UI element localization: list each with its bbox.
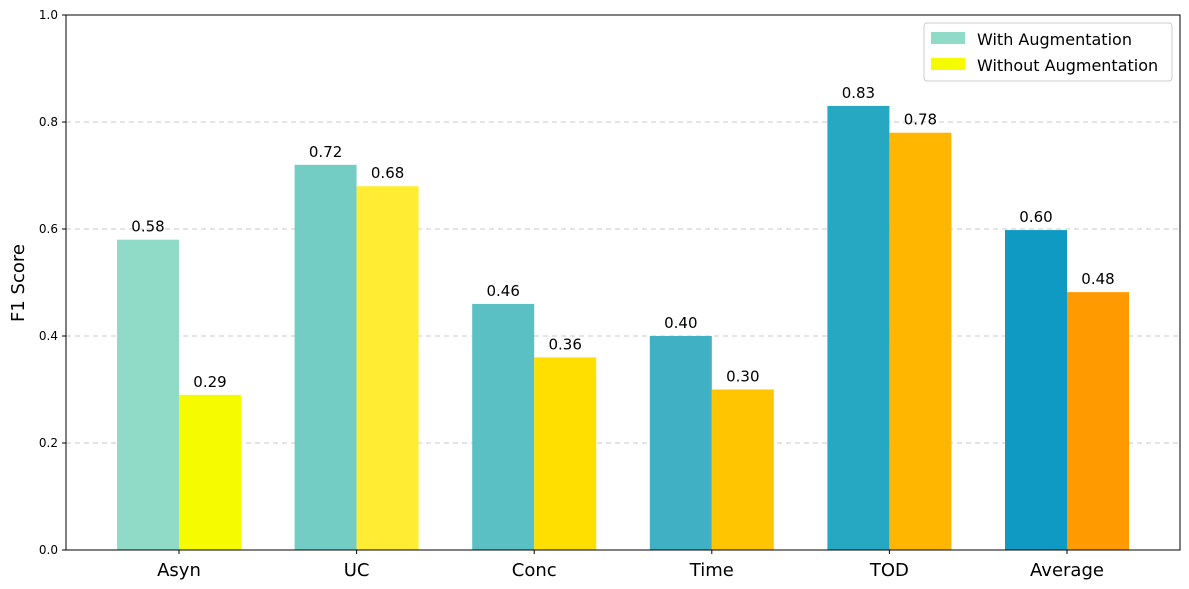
data-label-without-augmentation-time: 0.30: [726, 368, 759, 386]
y-tick-label-0-0: 0.0: [39, 543, 58, 557]
plot-frame: [65, 14, 1181, 551]
bar-without-augmentation-uc: [356, 186, 419, 550]
x-axis-ticks: Asyn UC Conc Time TOD Average: [157, 550, 1104, 581]
x-tick-label-average: Average: [1030, 560, 1104, 581]
x-tick-label-uc: UC: [344, 560, 370, 581]
x-tick-label-conc: Conc: [512, 560, 557, 581]
bar-with-augmentation-asyn: [117, 239, 179, 550]
data-label-without-augmentation-average: 0.48: [1081, 270, 1114, 288]
data-labels: 0.58 0.29 0.72 0.68 0.46 0.36 0.40 0.30 0.83 0.78…: [131, 84, 1114, 391]
bar-with-augmentation-tod: [827, 105, 890, 550]
legend-box: [923, 22, 1173, 82]
data-label-with-augmentation-tod: 0.83: [842, 84, 875, 102]
bar-with-augmentation-average: [1005, 230, 1067, 550]
data-label-with-augmentation-uc: 0.72: [309, 143, 342, 161]
y-tick-label-0-4: 0.4: [39, 329, 58, 343]
y-axis-label: F1 Score: [8, 244, 29, 322]
bar-without-augmentation-tod: [889, 132, 952, 550]
y-tick-label-0-8: 0.8: [39, 115, 58, 129]
bar-without-augmentation-time: [711, 389, 774, 550]
bar-without-augmentation-asyn: [179, 394, 241, 550]
x-tick-label-tod: TOD: [869, 560, 909, 581]
grid-lines: [66, 121, 1180, 444]
bar-with-augmentation-conc: [472, 303, 535, 550]
data-label-with-augmentation-asyn: 0.58: [131, 218, 164, 236]
bar-without-augmentation-average: [1067, 292, 1129, 550]
legend-label-with-augmentation: With Augmentation: [977, 30, 1132, 49]
bar-with-augmentation-uc: [294, 164, 357, 551]
legend-label-without-augmentation: Without Augmentation: [977, 56, 1158, 75]
y-tick-label-1-0: 1.0: [39, 8, 58, 22]
data-label-with-augmentation-time: 0.40: [664, 314, 697, 332]
data-label-without-augmentation-asyn: 0.29: [193, 373, 226, 391]
y-tick-label-0-6: 0.6: [39, 222, 58, 236]
legend-swatch-with-augmentation: [931, 32, 965, 44]
y-axis-ticks: 0.0 0.2 0.4 0.6 0.8 1.0: [39, 8, 66, 557]
bars: [117, 105, 1129, 551]
x-tick-label-asyn: Asyn: [157, 560, 201, 581]
legend: With Augmentation Without Augmentation: [923, 22, 1173, 82]
y-tick-label-0-2: 0.2: [39, 436, 58, 450]
x-tick-label-time: Time: [689, 560, 734, 581]
data-label-without-augmentation-conc: 0.36: [548, 335, 581, 353]
data-label-without-augmentation-uc: 0.68: [371, 164, 404, 182]
bar-with-augmentation-time: [649, 336, 712, 550]
bar-without-augmentation-conc: [534, 357, 597, 550]
data-label-without-augmentation-tod: 0.78: [904, 111, 937, 129]
data-label-with-augmentation-average: 0.60: [1019, 208, 1052, 226]
legend-swatch-without-augmentation: [931, 58, 965, 70]
data-label-with-augmentation-conc: 0.46: [486, 282, 519, 300]
